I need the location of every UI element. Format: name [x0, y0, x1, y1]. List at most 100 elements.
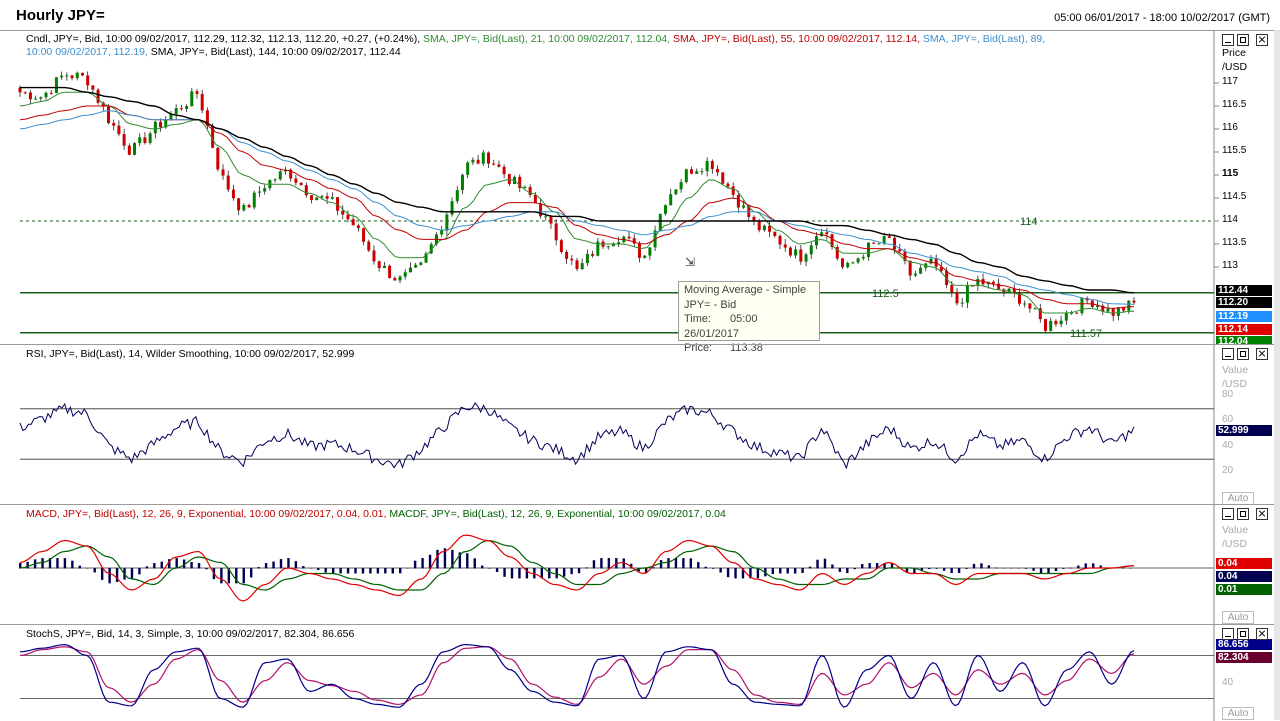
date-range-label: 05:00 06/01/2017 - 18:00 10/02/2017 (GMT…: [1054, 12, 1270, 24]
macd-histogram-bar: [1084, 563, 1087, 569]
candle-body: [138, 137, 142, 144]
macd-histogram-bar: [823, 558, 827, 569]
rsi-panel-minimize-icon[interactable]: [1222, 348, 1234, 360]
candle-body: [585, 253, 589, 264]
macd-histogram-bar: [950, 568, 953, 574]
macd-histogram-bar: [473, 558, 476, 569]
candle-body: [825, 232, 829, 235]
macd-histogram-bar: [808, 566, 812, 569]
rsi-line: [19, 402, 1135, 470]
candle-body: [481, 152, 485, 164]
tooltip-title: Moving Average - Simple: [684, 284, 807, 296]
vertical-scrollbar[interactable]: [1274, 30, 1280, 720]
macd-histogram-bar: [689, 558, 693, 569]
stoch-auto-button[interactable]: Auto: [1222, 707, 1254, 720]
price-panel-close-icon[interactable]: [1256, 34, 1268, 46]
candle-body: [1111, 308, 1115, 316]
macd-histogram-bar: [704, 566, 707, 569]
candle-body: [606, 246, 610, 248]
macd-histogram-bar: [376, 568, 380, 574]
price-header-2-segment-1: SMA, JPY=, Bid(Last), 144, 10:00 09/02/2…: [147, 46, 401, 58]
macd-histogram-bar: [734, 568, 737, 579]
stoch-chart[interactable]: [0, 625, 1280, 721]
candle-body: [596, 241, 600, 256]
macd-histogram-bar: [562, 568, 566, 577]
stoch-panel-maximize-icon[interactable]: [1237, 628, 1249, 640]
price-chart[interactable]: 114 112.5 111.57: [0, 31, 1280, 345]
rsi-chart[interactable]: [0, 345, 1280, 505]
candle-body: [49, 92, 53, 94]
macd-chart[interactable]: [0, 505, 1280, 625]
macd-histogram-bar: [175, 558, 178, 569]
candle-body: [1096, 305, 1100, 307]
macd-histogram-bar: [220, 568, 223, 584]
macd-histogram-bar: [935, 568, 938, 569]
candle-body: [658, 213, 662, 231]
stoch-panel-minimize-icon[interactable]: [1222, 628, 1234, 640]
macd-auto-button[interactable]: Auto: [1222, 611, 1254, 624]
stoch-panel[interactable]: StochS, JPY=, Bid, 14, 3, Simple, 3, 10:…: [0, 624, 1280, 721]
macd-histogram-bar: [227, 568, 231, 584]
macd-histogram-bar: [883, 563, 886, 569]
candle-body: [34, 98, 38, 100]
candle-body: [65, 75, 69, 77]
macd-histogram-bar: [458, 552, 462, 569]
candle-body: [549, 216, 553, 224]
price-panel-maximize-icon[interactable]: [1237, 34, 1249, 46]
candle-body: [252, 192, 256, 208]
macd-line: [19, 534, 1135, 602]
candle-body: [195, 91, 199, 94]
macd-histogram-bar: [48, 558, 52, 569]
macd-histogram-bar: [965, 568, 968, 569]
macd-histogram-bar: [905, 568, 909, 573]
price-header-1-segment-3: SMA, JPY=, Bid(Last), 89,: [920, 33, 1046, 45]
candle-body: [731, 186, 735, 195]
macd-histogram-bar: [771, 568, 775, 575]
macd-histogram-bar: [957, 568, 961, 573]
candle-body: [80, 72, 84, 76]
candle-body: [487, 152, 491, 164]
macd-panel-maximize-icon[interactable]: [1237, 508, 1249, 520]
candle-body: [934, 258, 938, 267]
candle-body: [778, 235, 782, 245]
macd-histogram-bar: [1069, 567, 1073, 569]
rsi-panel-maximize-icon[interactable]: [1237, 348, 1249, 360]
macd-histogram-bar: [391, 568, 394, 574]
price-axis-title: Price: [1222, 47, 1246, 59]
candle-body: [231, 189, 235, 199]
candle-body: [669, 194, 673, 206]
candle-body: [820, 232, 824, 237]
candle-body: [1122, 307, 1126, 311]
candle-body: [403, 272, 407, 277]
price-panel-minimize-icon[interactable]: [1222, 34, 1234, 46]
macd-axis-unit: /USD: [1222, 538, 1248, 550]
macd-histogram-bar: [652, 567, 655, 569]
rsi-panel[interactable]: RSI, JPY=, Bid(Last), 14, Wilder Smoothi…: [0, 344, 1280, 505]
macd-histogram-bar: [108, 568, 111, 584]
macd-histogram-bar: [1024, 568, 1028, 569]
candle-body: [419, 262, 423, 265]
candle-body: [663, 205, 667, 214]
chart-titlebar: Hourly JPY= 05:00 06/01/2017 - 18:00 10/…: [0, 0, 1280, 30]
macd-histogram-bar: [749, 568, 752, 579]
candle-body: [315, 197, 319, 201]
price-panel[interactable]: 114 112.5 111.57 Cndl, JPY=, Bid, 10:00 09…: [0, 30, 1280, 345]
macd-histogram-bar: [600, 558, 603, 569]
macd-histogram-bar: [793, 568, 797, 574]
macd-histogram-bar: [592, 560, 596, 569]
rsi-panel-close-icon[interactable]: [1256, 348, 1268, 360]
macd-panel[interactable]: MACD, JPY=, Bid(Last), 12, 26, 9, Expone…: [0, 504, 1280, 625]
macd-histogram-bar: [1129, 568, 1132, 569]
macd-panel-close-icon[interactable]: [1256, 508, 1268, 520]
candle-body: [648, 247, 652, 256]
macd-histogram-bar: [190, 561, 193, 569]
candle-body: [237, 198, 241, 211]
macd-histogram-bar: [816, 559, 819, 569]
level-label: 112.5: [872, 288, 899, 300]
candle-body: [216, 147, 220, 170]
candle-body: [471, 159, 475, 163]
stoch-panel-close-icon[interactable]: [1256, 628, 1268, 640]
candle-body: [1049, 320, 1053, 331]
candle-body: [955, 292, 959, 304]
macd-panel-minimize-icon[interactable]: [1222, 508, 1234, 520]
